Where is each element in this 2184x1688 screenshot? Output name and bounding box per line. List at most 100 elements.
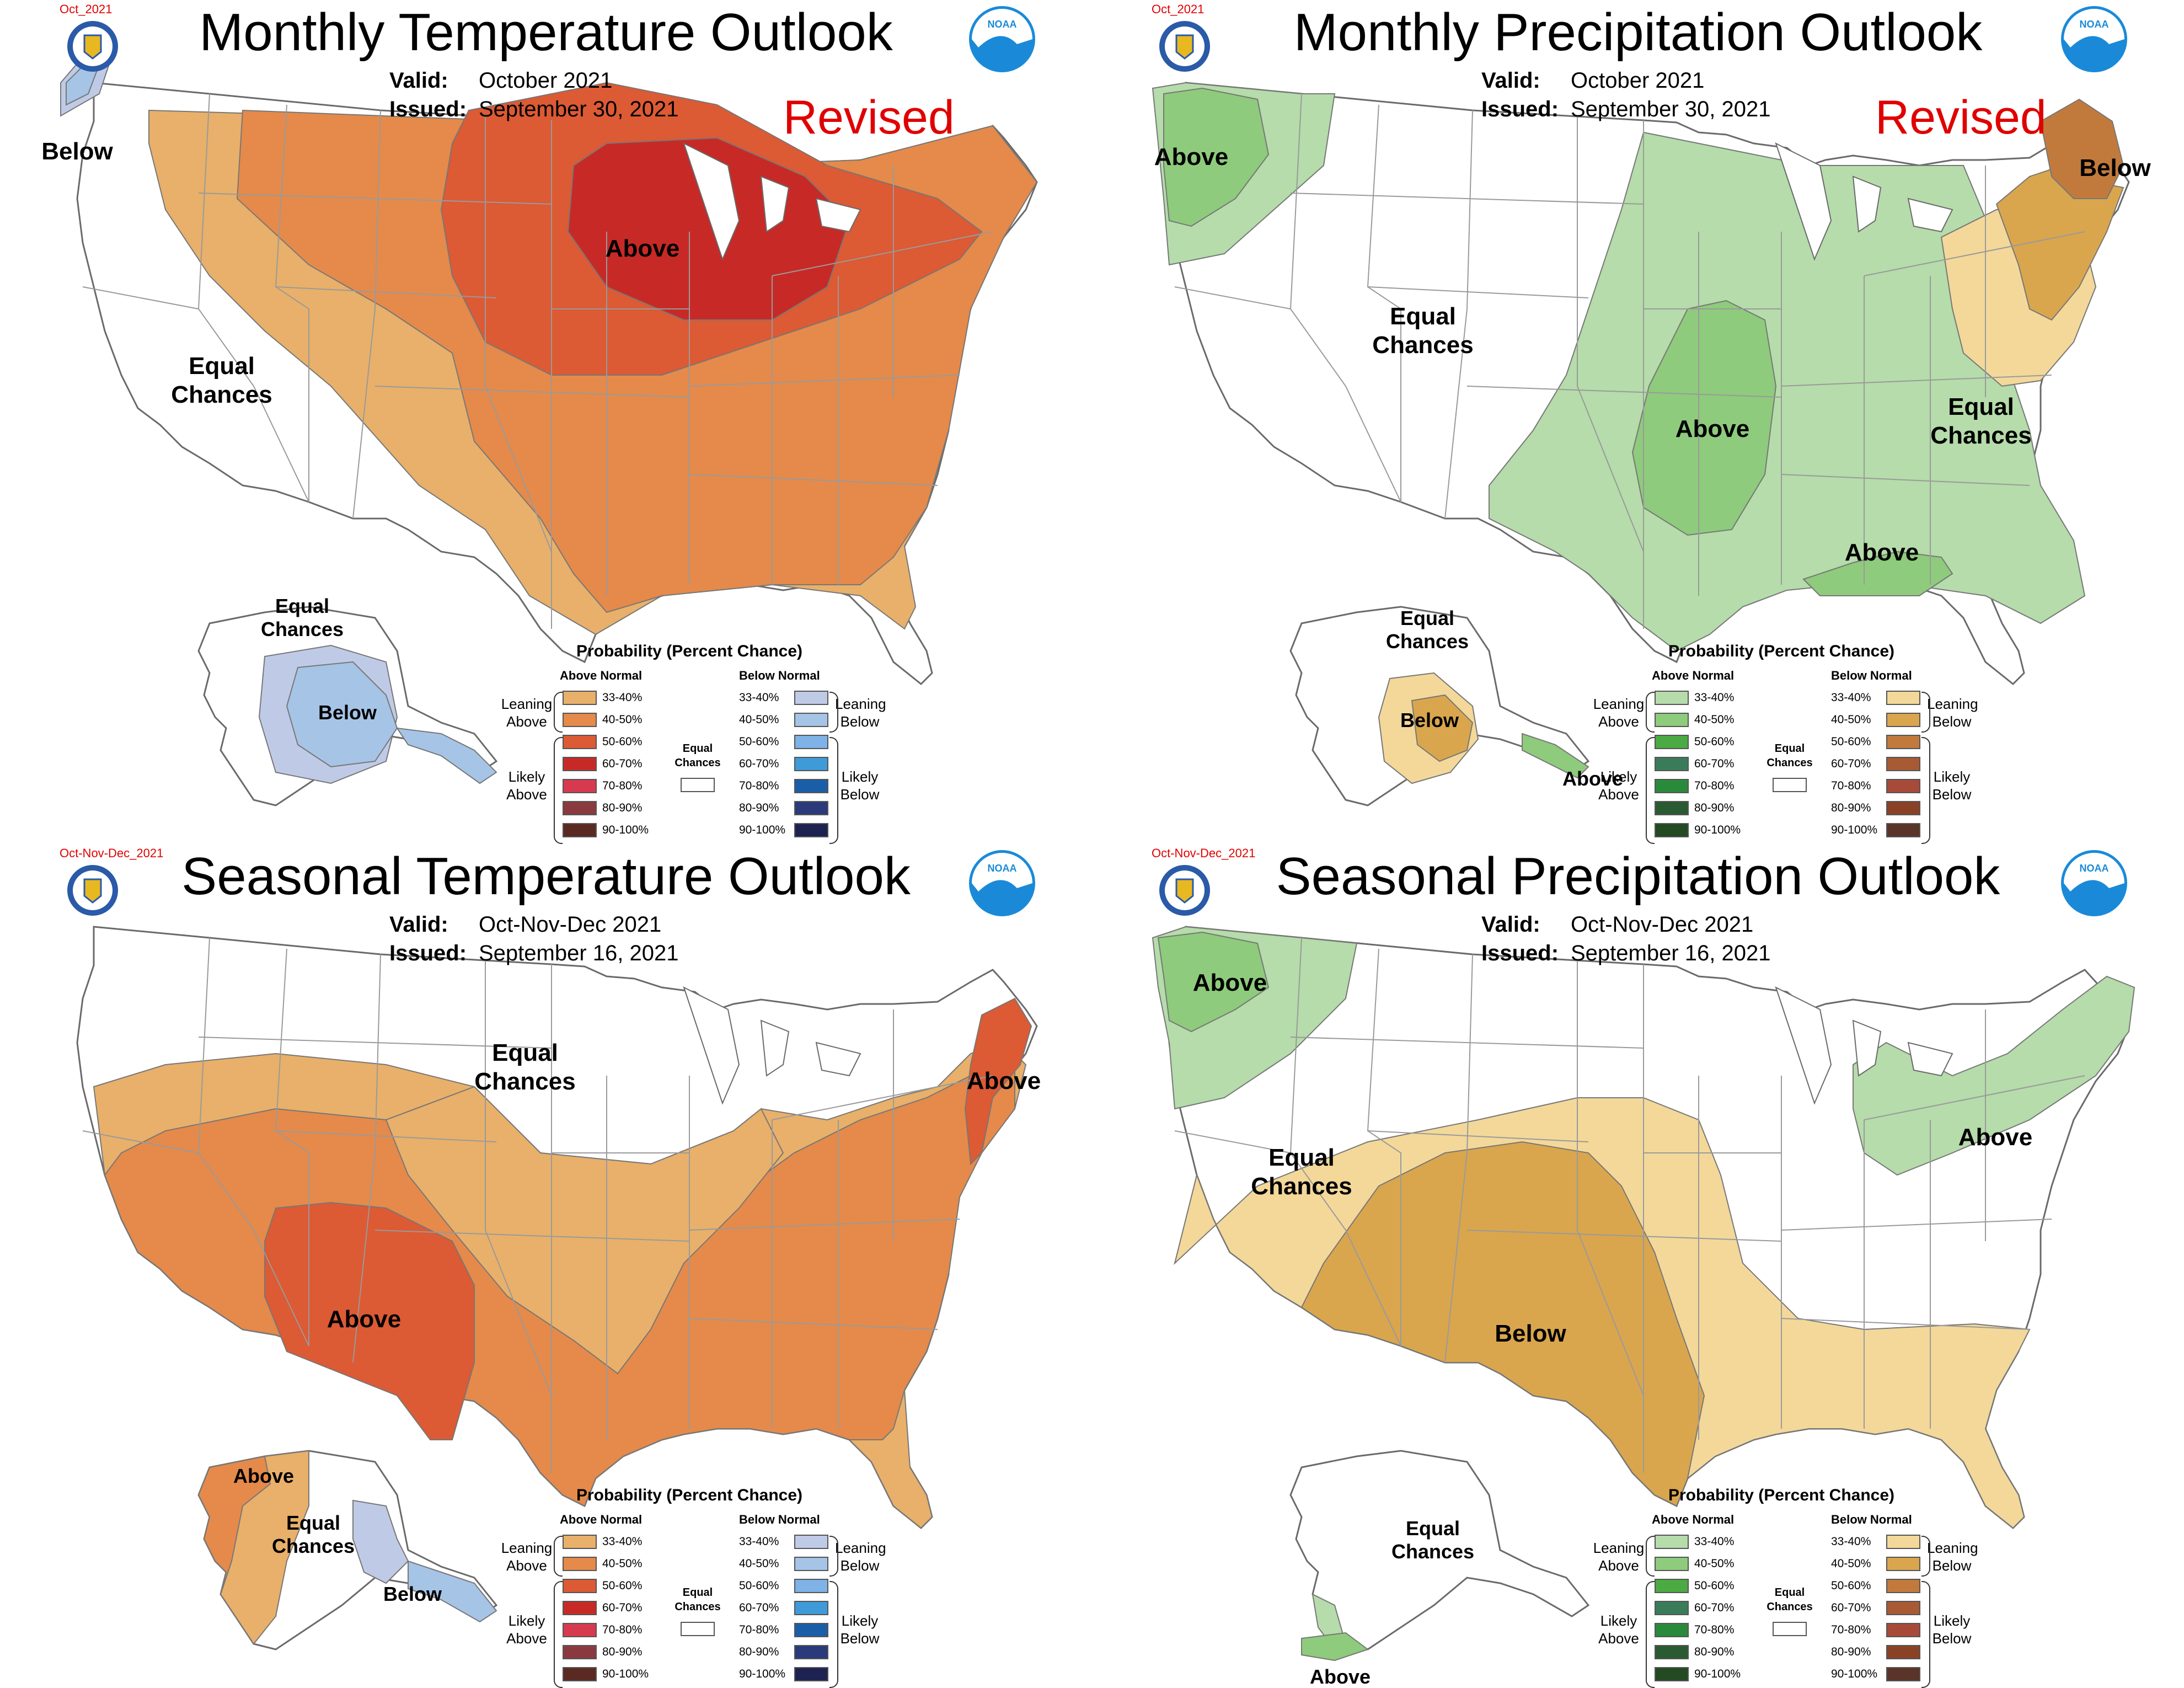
legend-swatch-equal	[681, 1622, 715, 1636]
legend-swatch-below	[794, 1645, 828, 1659]
legend-swatch-below	[794, 757, 828, 771]
label-west: Equal Chances	[171, 352, 272, 408]
legend-leaning-below: Leaning Below	[1927, 696, 1978, 730]
legend-range-above: 50-60%	[1694, 735, 1735, 748]
label-gulf: Above	[1844, 539, 1919, 566]
legend-brace-leaning-below	[1921, 692, 1930, 733]
legend-range-above: 60-70%	[602, 757, 643, 770]
legend-swatch-equal	[1773, 778, 1807, 792]
panel-title: Seasonal Precipitation Outlook	[1276, 847, 2000, 906]
alaska-panhandle-below	[408, 1560, 497, 1623]
legend-swatch-below	[794, 1557, 828, 1571]
legend-leaning-below: Leaning Below	[1927, 1540, 1978, 1574]
legend-range-above: 80-90%	[602, 802, 643, 814]
legend-leaning-above: Leaning Above	[1593, 1540, 1645, 1574]
svg-text:NOAA: NOAA	[2080, 19, 2109, 30]
legend-swatch-above	[563, 735, 597, 749]
legend-range-above: 90-100%	[602, 1668, 649, 1680]
legend-likely-above: Likely Above	[1598, 768, 1639, 803]
legend-range-above: 80-90%	[602, 1646, 643, 1658]
legend-swatch-equal	[1773, 1622, 1807, 1636]
label-central: Above	[1675, 415, 1750, 442]
legend-likely-below: Likely Below	[1932, 1612, 1972, 1647]
legend-brace-leaning-below	[829, 692, 838, 733]
legend-range-above: 70-80%	[602, 1623, 643, 1636]
valid-value: October 2021	[479, 68, 613, 93]
seasonal-temperature-map	[76, 926, 1038, 1650]
issued-value: September 16, 2021	[1571, 941, 1771, 965]
legend-leaning-below: Leaning Below	[835, 696, 886, 730]
alaska-panhandle-below	[395, 727, 497, 784]
svg-text:NOAA: NOAA	[988, 19, 1017, 30]
issued-label: Issued:	[1481, 941, 1559, 965]
legend-swatch-above	[1655, 691, 1689, 705]
legend-swatch-above	[563, 1579, 597, 1593]
legend-swatch-above	[1655, 713, 1689, 727]
legend-range-above: 90-100%	[1694, 824, 1741, 836]
legend-equal-chances: Equal Chances	[1767, 1586, 1813, 1613]
legend-range-above: 40-50%	[602, 713, 643, 726]
legend-likely-below: Likely Below	[840, 1612, 880, 1647]
legend-range-above: 33-40%	[1694, 1535, 1735, 1548]
above-33-ne	[1853, 975, 2135, 1176]
legend-range-above: 50-60%	[602, 1579, 643, 1592]
label-alaska-south: Below	[1400, 709, 1459, 731]
legend-range-above: 80-90%	[1694, 1646, 1735, 1658]
commerce-seal-icon	[67, 21, 118, 72]
legend-swatch-below	[1886, 779, 1920, 793]
legend-swatch-above	[1655, 1579, 1689, 1593]
alaska-panhandle-above	[1522, 733, 1589, 779]
legend-swatch-below	[794, 713, 828, 727]
legend-swatch-below	[1886, 1557, 1920, 1571]
label-alaska-south: Above	[1309, 1665, 1371, 1688]
legend-swatch-above	[563, 1535, 597, 1549]
svg-text:NOAA: NOAA	[2080, 863, 2109, 874]
label-west: Equal Chances	[1251, 1144, 1352, 1200]
issued-label: Issued:	[1481, 97, 1559, 121]
label-west: Equal Chances	[1372, 303, 1474, 359]
legend-range-below: 50-60%	[1831, 1579, 1871, 1592]
legend-swatch-above	[563, 801, 597, 815]
legend-range-below: 90-100%	[1831, 1668, 1878, 1680]
issued-value: September 16, 2021	[479, 941, 679, 965]
legend-equal-chances: Equal Chances	[675, 742, 721, 769]
legend-below-header: Below Normal	[1831, 669, 1912, 682]
legend-leaning-above: Leaning Above	[501, 1540, 553, 1574]
legend-range-below: 40-50%	[1831, 713, 1871, 726]
legend-swatch-above	[1655, 1623, 1689, 1637]
revised-stamp: Revised	[1875, 91, 2047, 144]
legend-swatch-below	[1886, 823, 1920, 837]
legend-swatch-above	[1655, 757, 1689, 771]
commerce-seal-icon	[1159, 21, 1210, 72]
issued-label: Issued:	[389, 97, 467, 121]
legend-range-below: 40-50%	[1831, 1557, 1871, 1570]
legend-swatch-below	[794, 735, 828, 749]
above-40-central	[1631, 300, 1777, 536]
svg-text:NOAA: NOAA	[988, 863, 1017, 874]
above-50-northeast	[964, 997, 1032, 1166]
legend-range-below: 90-100%	[1831, 824, 1878, 836]
legend-range-above: 70-80%	[1694, 779, 1735, 792]
legend: Probability (Percent Chance) Above Normal…	[1588, 640, 1978, 844]
monthly-precipitation-panel: Oct_2021 Monthly Precipitation Outlook N…	[1092, 0, 2184, 844]
legend-range-below: 50-60%	[739, 1579, 779, 1592]
legend-title: Probability (Percent Chance)	[1668, 1486, 1895, 1504]
legend-range-below: 70-80%	[739, 779, 779, 792]
seasonal-precipitation-map	[1152, 926, 2135, 1662]
legend-range-below: 33-40%	[739, 1535, 779, 1548]
seasonal-temperature-panel: Oct-Nov-Dec_2021 Seasonal Temperature Ou…	[0, 844, 1092, 1688]
legend-brace-likely-above	[1646, 737, 1655, 844]
legend-swatch-below	[794, 823, 828, 837]
legend-range-above: 40-50%	[1694, 1557, 1735, 1570]
legend-brace-leaning-above	[1646, 692, 1655, 733]
legend-swatch-below	[794, 1667, 828, 1681]
legend-swatch-below	[1886, 1667, 1920, 1681]
label-pacific-nw: Above	[1192, 969, 1267, 996]
legend: Probability (Percent Chance) Above Normal…	[1588, 1484, 1978, 1688]
legend-likely-below: Likely Below	[840, 768, 880, 803]
legend-range-above: 33-40%	[602, 1535, 643, 1548]
legend-swatch-below	[1886, 1579, 1920, 1593]
monthly-temperature-panel: Oct_2021 Monthly Temperature Outlook NOA…	[0, 0, 1092, 844]
legend-above-header: Above Normal	[560, 1513, 643, 1526]
above-40-nw	[1157, 931, 1270, 1033]
